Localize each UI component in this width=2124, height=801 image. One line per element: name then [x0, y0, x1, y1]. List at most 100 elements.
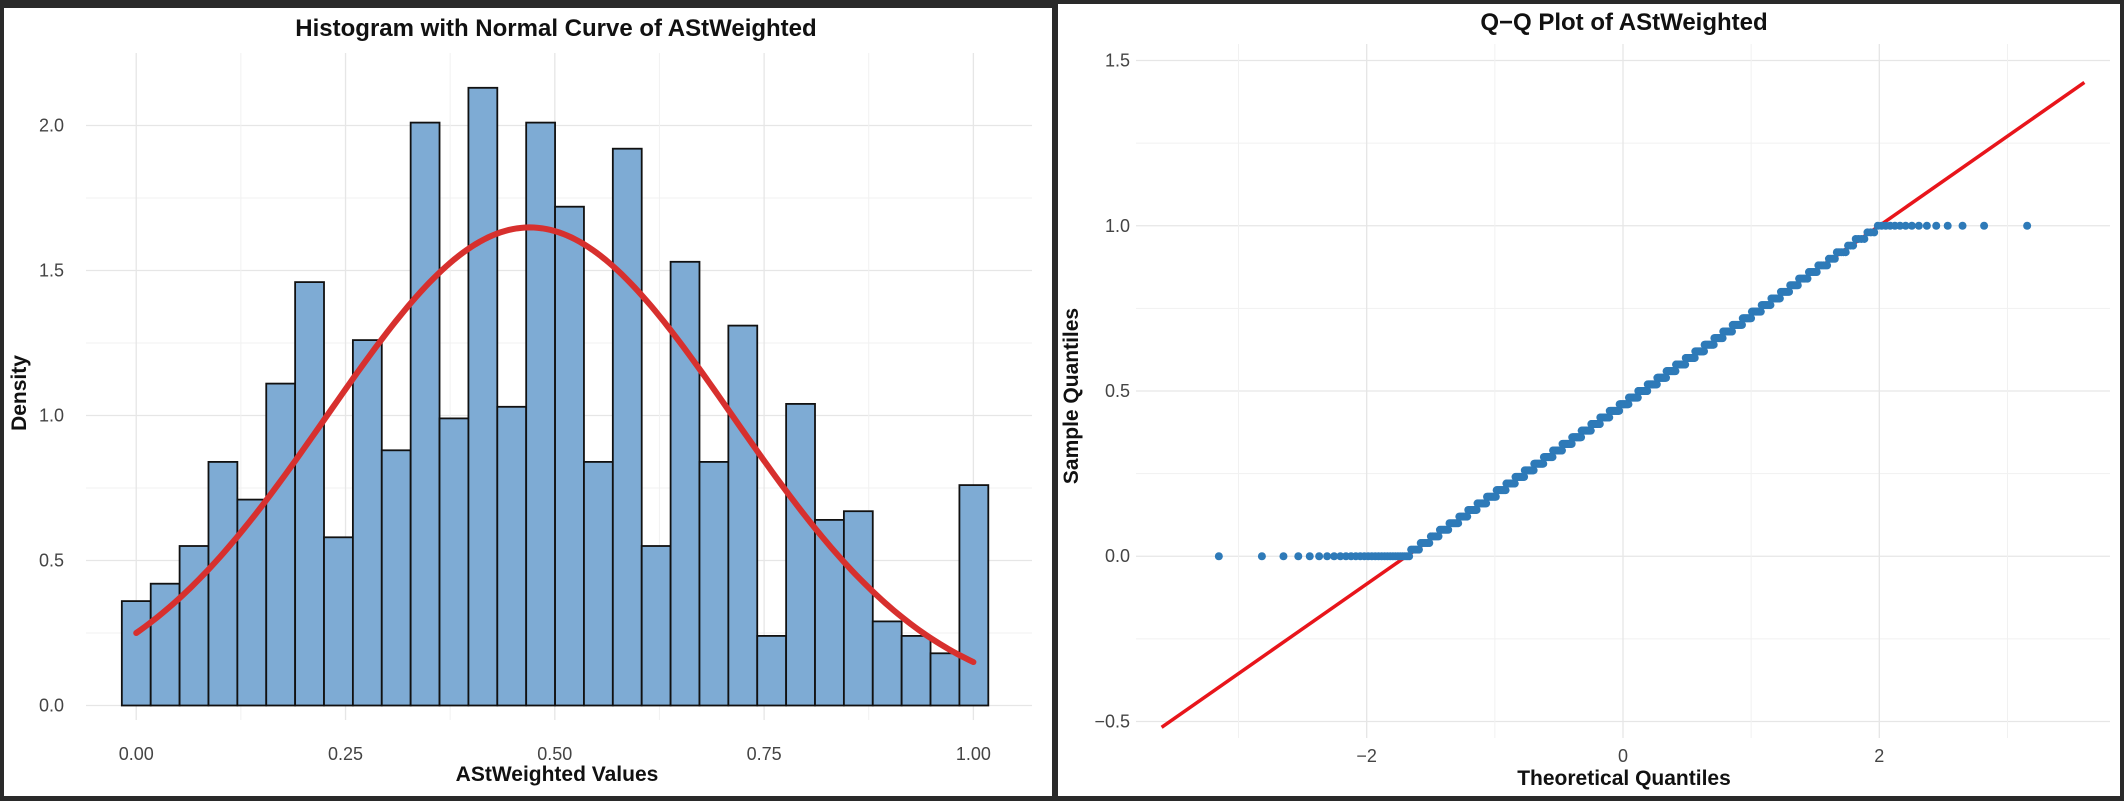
histogram-bar: [294, 281, 325, 707]
qq-point: [1849, 241, 1858, 250]
y-tick-label: −0.5: [1094, 711, 1130, 731]
qq-point: [1425, 539, 1434, 548]
qq-point: [1624, 400, 1633, 409]
qq-point: [1472, 505, 1481, 514]
qq-point: [1681, 360, 1690, 369]
qq-point: [1870, 228, 1879, 237]
qq-point: [1756, 307, 1765, 316]
qq-point: [1901, 221, 1910, 230]
qq-point: [1615, 406, 1624, 415]
qq-point: [2023, 221, 2032, 230]
x-tick-label: 1.00: [956, 744, 991, 764]
qq-point: [1257, 552, 1266, 561]
qq-point: [1662, 373, 1671, 382]
qq-x-ticks: −2 0 2: [1356, 746, 1884, 766]
x-tick-label: 0.00: [119, 744, 154, 764]
qq-y-axis-title: Sample Quantiles: [1060, 308, 1083, 484]
x-tick-label: 0.75: [747, 744, 782, 764]
y-tick-label: 0.5: [39, 551, 64, 571]
histogram-bar: [698, 460, 730, 707]
histogram-x-axis-title: AStWeighted Values: [456, 763, 659, 786]
qq-point: [1958, 221, 1967, 230]
y-tick-label: 0.0: [1105, 546, 1130, 566]
qq-point: [1557, 446, 1566, 455]
qq-point: [1454, 519, 1463, 528]
histogram-bar: [871, 620, 903, 707]
histogram-y-axis-title: Density: [8, 355, 31, 431]
qq-point: [1323, 552, 1332, 561]
histogram-bar: [727, 324, 759, 707]
qq-point: [1709, 340, 1718, 349]
qq-point: [1491, 492, 1500, 501]
qq-point: [1860, 234, 1869, 243]
histogram-chart: 0.00 0.25 0.50 0.75 1.00 0.0 0.5 1.0 1.5 2.0 His…: [8, 15, 1032, 786]
qq-point: [1529, 466, 1538, 475]
qq-point: [1305, 552, 1314, 561]
histogram-bar: [814, 518, 845, 707]
qq-point: [1823, 261, 1832, 270]
qq-point: [1803, 274, 1812, 283]
qq-point: [1330, 552, 1339, 561]
histogram-bar: [640, 545, 672, 707]
qq-point: [1830, 254, 1839, 263]
qq-point: [1294, 552, 1303, 561]
y-tick-label: 1.0: [39, 406, 64, 426]
qq-point: [1841, 248, 1850, 257]
qq-point: [1914, 221, 1923, 230]
histogram-panel: 0.00 0.25 0.50 0.75 1.00 0.0 0.5 1.0 1.5 2.0 His…: [4, 8, 1052, 796]
histogram-title: Histogram with Normal Curve of AStWeight…: [295, 15, 816, 42]
histogram-bar: [669, 260, 701, 707]
x-tick-label: 2: [1874, 746, 1884, 766]
qq-point: [1567, 439, 1576, 448]
histogram-bar: [583, 460, 614, 707]
qq-point: [1922, 221, 1931, 230]
histogram-bar: [929, 652, 961, 707]
qq-point: [1896, 221, 1905, 230]
histogram-bar: [525, 121, 556, 707]
qq-point: [1737, 320, 1746, 329]
qq-point: [1980, 221, 1989, 230]
qq-point: [1539, 459, 1548, 468]
histogram-bar: [496, 405, 528, 707]
qq-chart: −2 0 2 −0.5 0.0 0.5 1.0 1.5 Q−Q Plot of AStWei…: [1060, 9, 2110, 790]
histogram-bar: [323, 536, 354, 707]
qq-y-ticks: −0.5 0.0 0.5 1.0 1.5: [1094, 51, 1130, 732]
histogram-x-ticks: 0.00 0.25 0.50 0.75 1.00: [119, 744, 991, 764]
qq-point: [1434, 532, 1443, 541]
histogram-bar: [438, 417, 470, 707]
histogram-bar: [900, 635, 932, 707]
histogram-y-ticks: 0.0 0.5 1.0 1.5 2.0: [39, 116, 64, 716]
qq-point: [1932, 221, 1941, 230]
histogram-bars: [120, 86, 990, 707]
histogram-bar: [756, 635, 788, 707]
qq-point: [1907, 221, 1916, 230]
qq-point: [1766, 301, 1775, 310]
qq-point: [1520, 472, 1529, 481]
y-tick-label: 0.0: [39, 696, 64, 716]
histogram-bar: [785, 402, 816, 707]
qq-points: [1214, 221, 2032, 561]
histogram-bar: [207, 460, 239, 707]
qq-point: [1586, 426, 1595, 435]
qq-point: [1548, 453, 1557, 462]
x-tick-label: 0: [1618, 746, 1628, 766]
histogram-bar: [842, 510, 874, 707]
x-tick-label: −2: [1356, 746, 1377, 766]
y-tick-label: 1.5: [39, 261, 64, 281]
qq-point: [1785, 287, 1794, 296]
qq-point: [1699, 347, 1708, 356]
qq-point: [1482, 499, 1491, 508]
qq-grid: [1136, 44, 2110, 738]
qq-x-axis-title: Theoretical Quantiles: [1517, 767, 1731, 790]
qq-point: [1414, 545, 1423, 554]
qq-point: [1214, 552, 1223, 561]
histogram-bar: [351, 339, 383, 707]
histogram-bar: [958, 484, 990, 707]
qq-point: [1793, 281, 1802, 290]
histogram-bar: [409, 121, 441, 707]
qq-point: [1577, 433, 1586, 442]
qq-point: [1605, 413, 1614, 422]
qq-point: [1671, 367, 1680, 376]
histogram-bar: [265, 382, 297, 707]
